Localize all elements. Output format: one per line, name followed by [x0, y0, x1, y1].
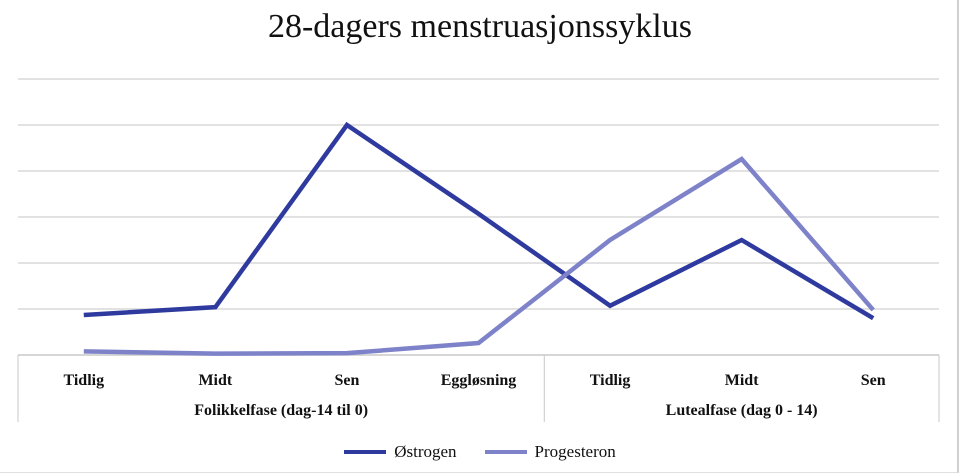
x-tick-label: Tidlig: [590, 372, 631, 389]
series-line-ostrogen: [83, 121, 875, 321]
x-tick-label: Midt: [198, 372, 232, 389]
x-tick-label: Midt: [725, 372, 759, 389]
x-tick-label: Tidlig: [63, 372, 104, 389]
x-tick-label: Sen: [861, 372, 886, 389]
x-tick-label: Sen: [334, 372, 359, 389]
legend-item-progesteron: Progesteron: [484, 442, 616, 462]
legend-swatch-ostrogen: [344, 450, 387, 454]
series-line-progesteron: [83, 156, 875, 356]
legend-label-progesteron: Progesteron: [534, 442, 616, 461]
legend-swatch-progesteron: [484, 450, 527, 454]
x-tick-label: Eggløsning: [441, 372, 517, 389]
chart-title: 28-dagers menstruasjonssyklus: [267, 8, 692, 45]
legend: Østrogen Progesteron: [0, 442, 960, 462]
group-label: Lutealfase (dag 0 - 14): [666, 402, 818, 419]
legend-item-ostrogen: Østrogen: [344, 442, 457, 462]
group-label: Folikkelfase (dag-14 til 0): [194, 402, 368, 419]
legend-label-ostrogen: Østrogen: [394, 442, 457, 461]
